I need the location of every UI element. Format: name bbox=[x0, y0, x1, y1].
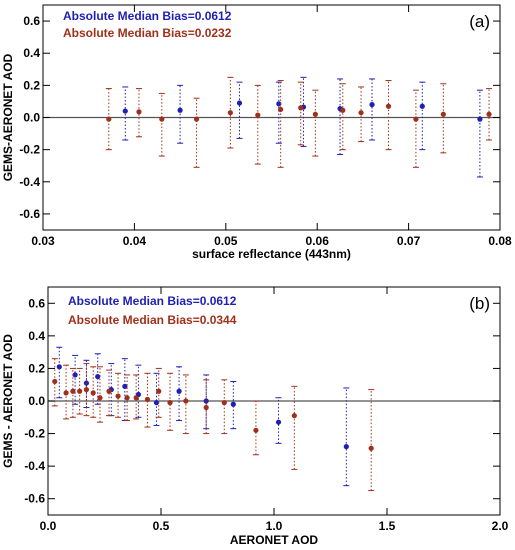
panel-a-point-red bbox=[136, 109, 142, 115]
panel-b-point-red bbox=[124, 395, 130, 401]
panel-a-point-blue bbox=[369, 102, 375, 108]
panel-a-point-red bbox=[385, 103, 392, 109]
panel-b-point-red bbox=[83, 387, 90, 393]
panel-b-point-red bbox=[63, 390, 69, 396]
panel-b-point-red bbox=[52, 378, 58, 385]
panel-a-point-blue bbox=[276, 101, 282, 107]
panel-a-point-red bbox=[440, 111, 446, 117]
panel-b-y-axis-label: GEMS - AERONET AOD bbox=[1, 334, 15, 468]
panel-b-x-tick-label: 1.0 bbox=[266, 519, 283, 533]
panel-a: GEMS-AERONET AOD surface reflectance (44… bbox=[1, 4, 512, 261]
panel-a-point-red bbox=[358, 110, 364, 116]
panel-b-label: (b) bbox=[469, 294, 490, 313]
panel-a-y-tick-label: -0.4 bbox=[19, 175, 40, 189]
panel-a-point-blue bbox=[236, 100, 243, 106]
panel-b-x-tick-label: 0.5 bbox=[153, 519, 170, 533]
panel-a-y-tick-label: 0.4 bbox=[23, 46, 40, 60]
panel-b-point-red bbox=[106, 388, 112, 394]
panel-b-point-red bbox=[90, 390, 96, 396]
panel-a-point-blue bbox=[177, 107, 183, 113]
panel-a-x-axis-label: surface reflectance (443nm) bbox=[192, 247, 351, 261]
panel-b-y-tick-label: 0.4 bbox=[28, 329, 45, 343]
panel-a-y-tick-label: 0.0 bbox=[23, 111, 40, 125]
panel-a-point-red bbox=[255, 112, 261, 118]
panel-b-y-tick-label: -0.4 bbox=[24, 459, 45, 473]
panel-b-point-blue bbox=[72, 372, 78, 378]
panel-a-point-red bbox=[298, 105, 304, 111]
panel-b-x-tick-label: 2.0 bbox=[492, 519, 509, 533]
panel-a-point-red bbox=[413, 116, 419, 122]
panel-b-point-blue bbox=[230, 401, 236, 407]
panel-b-point-blue bbox=[275, 419, 282, 425]
panel-a-point-blue bbox=[419, 103, 425, 109]
panel-b-x-tick-label: 0.0 bbox=[40, 519, 57, 533]
panel-a-x-tick-label: 0.03 bbox=[31, 234, 55, 248]
panel-b-point-red bbox=[221, 400, 227, 406]
panel-b-point-blue bbox=[176, 388, 182, 394]
panel-a-point-blue bbox=[122, 108, 128, 114]
panel-a-point-red bbox=[486, 111, 492, 117]
panel-b-point-red bbox=[183, 398, 189, 404]
panel-b-point-blue bbox=[343, 444, 349, 450]
panel-a-y-tick-label: -0.2 bbox=[19, 143, 40, 157]
panel-b-point-red bbox=[133, 395, 139, 401]
panel-b-point-red bbox=[156, 388, 162, 394]
panel-b-y-tick-label: -0.6 bbox=[24, 492, 45, 506]
panel-a-legend-blue: Absolute Median Bias=0.0612 bbox=[63, 9, 232, 23]
panel-a-point-red bbox=[312, 111, 318, 117]
panel-a-y-tick-label: 0.6 bbox=[23, 14, 40, 28]
panel-b-point-blue bbox=[56, 364, 62, 370]
panel-a-point-red bbox=[193, 116, 200, 122]
panel-a-x-tick-label: 0.07 bbox=[397, 234, 421, 248]
panel-b-y-tick-label: 0.6 bbox=[28, 296, 45, 310]
panel-a-x-tick-label: 0.04 bbox=[123, 234, 147, 248]
panel-a-point-blue bbox=[477, 116, 483, 122]
panel-b-point-red bbox=[144, 396, 151, 402]
panel-a-x-tick-label: 0.08 bbox=[488, 234, 512, 248]
panel-a-label: (a) bbox=[469, 12, 490, 31]
panel-b-point-red bbox=[291, 413, 297, 419]
panel-a-point-red bbox=[340, 107, 346, 113]
panel-b-point-red bbox=[253, 427, 259, 433]
panel-a-point-red bbox=[227, 110, 233, 116]
panel-a-point-red bbox=[106, 116, 112, 122]
panel-a-y-tick-label: 0.2 bbox=[23, 78, 40, 92]
panel-b-point-red bbox=[167, 400, 173, 406]
panel-b-x-tick-label: 1.5 bbox=[379, 519, 396, 533]
panel-b-point-red bbox=[97, 395, 103, 401]
panel-b-point-blue bbox=[153, 400, 160, 406]
panel-a-point-red bbox=[278, 106, 284, 113]
panel-b-legend-red: Absolute Median Bias=0.0344 bbox=[68, 313, 237, 327]
panel-b-point-red bbox=[368, 445, 374, 451]
panel-b-point-red bbox=[203, 404, 209, 411]
panel-b-y-tick-label: 0.2 bbox=[28, 361, 45, 375]
panel-a-x-tick-label: 0.06 bbox=[306, 234, 330, 248]
panel-b-point-red bbox=[115, 393, 121, 399]
panel-b-x-axis-label: AERONET AOD bbox=[230, 533, 319, 547]
panel-b-point-blue bbox=[122, 383, 128, 389]
panel-b-point-red bbox=[77, 388, 83, 394]
panel-a-point-red bbox=[159, 116, 165, 122]
panel-a-y-axis-label: GEMS-AERONET AOD bbox=[1, 53, 15, 181]
panel-a-legend-red: Absolute Median Bias=0.0232 bbox=[63, 26, 232, 40]
panel-b-legend-blue: Absolute Median Bias=0.0612 bbox=[68, 294, 237, 308]
panel-a-y-tick-label: -0.6 bbox=[19, 207, 40, 221]
panel-b-y-tick-label: 0.0 bbox=[28, 394, 45, 408]
panel-b-point-red bbox=[70, 388, 76, 394]
panel-b-y-tick-label: -0.2 bbox=[24, 427, 45, 441]
panel-b-point-blue bbox=[95, 373, 101, 380]
panel-b: GEMS - AERONET AOD AERONET AOD (b) Absol… bbox=[1, 286, 509, 547]
panel-a-x-tick-label: 0.05 bbox=[214, 234, 238, 248]
